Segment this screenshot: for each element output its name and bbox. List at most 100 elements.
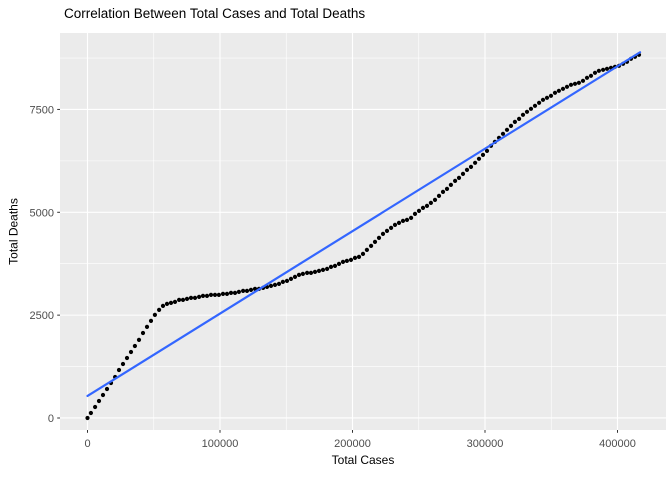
x-tick-label: 300000 [467, 438, 504, 450]
data-point [348, 257, 354, 262]
data-point [336, 261, 342, 266]
data-point [212, 292, 218, 297]
data-point [552, 90, 558, 95]
data-point [409, 215, 414, 220]
data-point [200, 293, 206, 298]
data-point [312, 269, 318, 274]
data-point [392, 222, 398, 227]
data-point [157, 307, 162, 312]
data-point [596, 68, 602, 73]
data-point [104, 386, 110, 392]
data-point [100, 392, 106, 398]
data-point [140, 330, 146, 336]
data-point [568, 82, 574, 87]
data-point [504, 127, 510, 132]
data-point [372, 239, 378, 244]
data-point [560, 86, 566, 91]
data-point [473, 160, 478, 165]
data-point [308, 270, 314, 275]
data-point [564, 84, 570, 89]
data-point [85, 415, 90, 421]
data-point [520, 112, 526, 117]
data-point [204, 293, 210, 298]
data-point [244, 288, 250, 293]
data-point [305, 270, 310, 275]
data-point [500, 131, 506, 136]
data-point [517, 116, 522, 121]
data-point [208, 292, 214, 297]
data-point [136, 337, 142, 342]
data-point [464, 167, 470, 172]
data-point [601, 67, 606, 72]
data-point [532, 103, 538, 108]
data-point [480, 152, 486, 157]
data-point [356, 254, 362, 259]
data-point [344, 258, 349, 263]
data-point [468, 164, 474, 169]
data-point [292, 274, 298, 279]
y-tick-label: 2500 [30, 310, 54, 322]
data-point [376, 235, 382, 240]
data-point [384, 228, 390, 233]
data-point [537, 100, 542, 105]
data-point [524, 109, 530, 114]
data-point [96, 398, 102, 404]
data-point [152, 312, 157, 317]
data-point [325, 266, 330, 271]
data-point [424, 203, 430, 208]
data-point [364, 247, 369, 252]
data-point [584, 75, 590, 80]
data-point [476, 156, 482, 161]
data-point [369, 243, 374, 248]
x-tick-label: 200000 [334, 438, 371, 450]
data-point [132, 343, 137, 349]
data-point [280, 279, 285, 284]
data-point [508, 123, 514, 128]
data-point [592, 70, 598, 75]
data-point [432, 197, 438, 202]
data-point [572, 81, 578, 86]
data-point [544, 95, 550, 100]
data-point [556, 88, 562, 93]
data-point [548, 93, 554, 98]
y-tick-label: 5000 [30, 207, 54, 219]
data-point [180, 297, 186, 302]
data-point [164, 301, 170, 306]
data-point [197, 294, 202, 299]
data-point [248, 287, 254, 292]
data-point [412, 211, 418, 216]
data-point [216, 292, 221, 297]
data-point [340, 259, 346, 264]
data-point [300, 271, 305, 276]
data-point [288, 276, 294, 281]
data-point [284, 278, 290, 283]
data-point [220, 291, 226, 296]
data-point [456, 175, 462, 180]
trend-line [86, 51, 642, 398]
data-point [328, 264, 334, 269]
y-tick-label: 0 [48, 413, 54, 425]
data-point [416, 208, 422, 213]
data-point [224, 291, 230, 296]
x-tick-label: 0 [84, 438, 90, 450]
data-point [192, 295, 198, 300]
data-point [420, 205, 426, 210]
data-point [268, 283, 274, 288]
data-point [428, 200, 433, 205]
data-point [460, 171, 466, 176]
data-point [124, 355, 130, 361]
data-point [144, 324, 150, 329]
data-point [93, 404, 98, 410]
data-point [148, 318, 154, 323]
data-point [272, 282, 278, 287]
x-tick-label: 400000 [599, 438, 636, 450]
data-point [576, 80, 582, 85]
data-point [528, 106, 534, 111]
data-point [484, 148, 490, 153]
x-tick-label: 100000 [202, 438, 239, 450]
data-point [88, 410, 93, 416]
data-point [512, 119, 518, 124]
data-point [352, 255, 358, 260]
